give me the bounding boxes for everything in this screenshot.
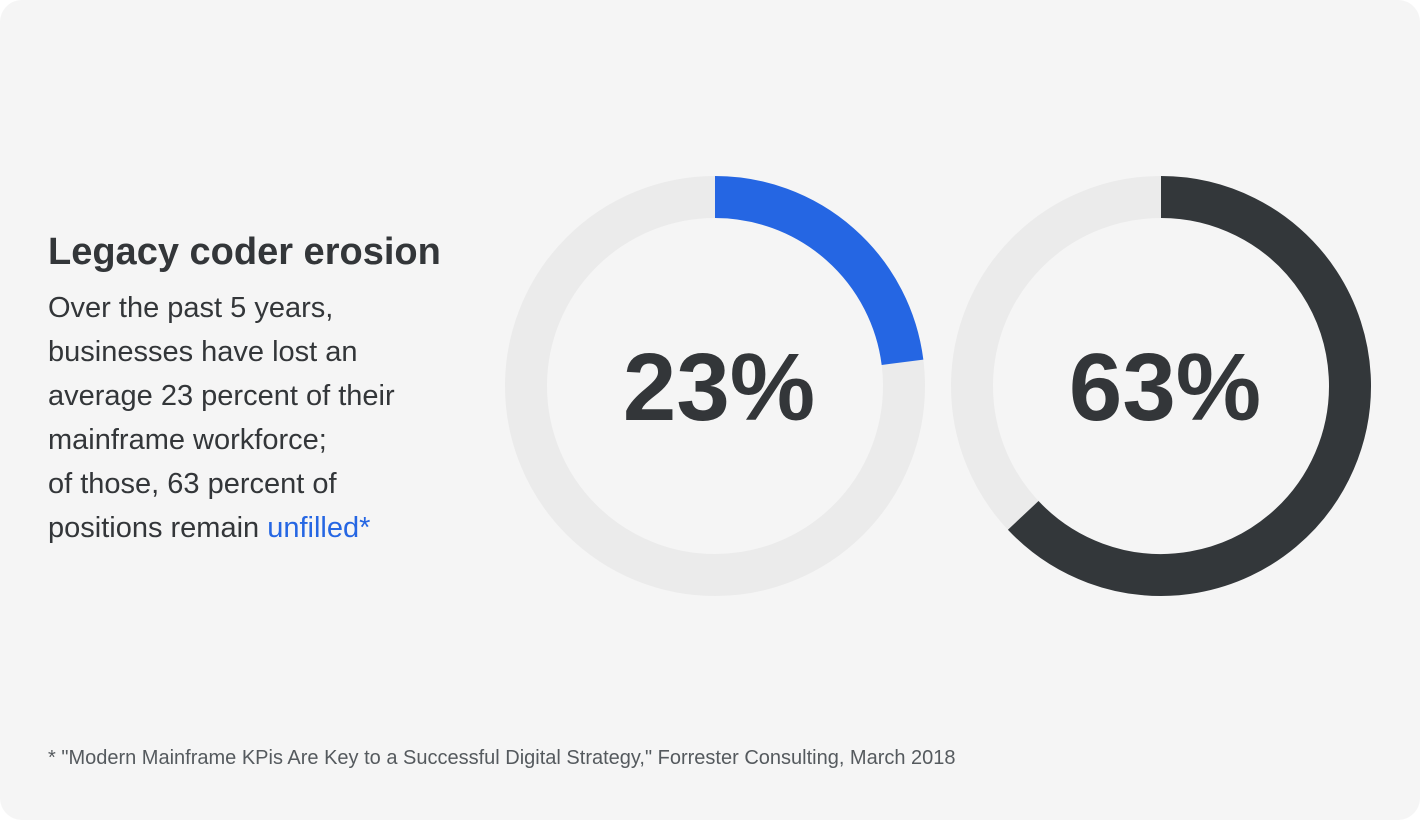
card-title: Legacy coder erosion [48, 231, 441, 273]
description-line-4: mainframe workforce; [48, 424, 327, 456]
description-line-5: of those, 63 percent of [48, 468, 337, 500]
description-line-3: average 23 percent of their [48, 380, 395, 412]
donut-center-label: 63% [1069, 334, 1261, 441]
unfilled-highlight: unfilled* [267, 512, 371, 544]
donut-chart-unfilled-positions: 63% [951, 176, 1371, 596]
description-line-6: positions remain unfilled* [48, 506, 478, 550]
description-line-1: Over the past 5 years, [48, 292, 334, 324]
donut-arc-value [714, 176, 924, 366]
donut-chart-lost-workforce: 23% [505, 176, 925, 596]
description-line-6-text: positions remain [48, 512, 268, 544]
source-footnote: * "Modern Mainframe KPis Are Key to a Su… [48, 747, 956, 769]
donut-arc-value [1007, 176, 1371, 596]
donut-center-label: 23% [623, 334, 815, 441]
description-line-2: businesses have lost an [48, 336, 358, 368]
description: Over the past 5 years, businesses have l… [48, 286, 478, 550]
